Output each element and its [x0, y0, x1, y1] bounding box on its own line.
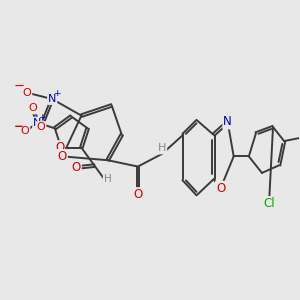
- Text: O: O: [28, 103, 37, 113]
- Text: +: +: [38, 113, 46, 122]
- Text: +: +: [53, 88, 60, 98]
- Text: O: O: [216, 182, 225, 195]
- Text: O: O: [37, 122, 46, 132]
- Text: O: O: [55, 141, 64, 154]
- Text: N: N: [33, 118, 41, 128]
- Text: O: O: [58, 150, 67, 163]
- Text: N: N: [223, 116, 232, 128]
- Text: O: O: [72, 161, 81, 174]
- Text: O: O: [133, 188, 142, 201]
- Text: −: −: [14, 120, 23, 133]
- Text: O: O: [22, 88, 31, 98]
- Text: Cl: Cl: [263, 197, 275, 210]
- Text: H: H: [104, 174, 111, 184]
- Text: H: H: [158, 143, 166, 154]
- Text: N: N: [48, 94, 56, 104]
- Text: −: −: [14, 80, 25, 93]
- Text: O: O: [21, 126, 29, 136]
